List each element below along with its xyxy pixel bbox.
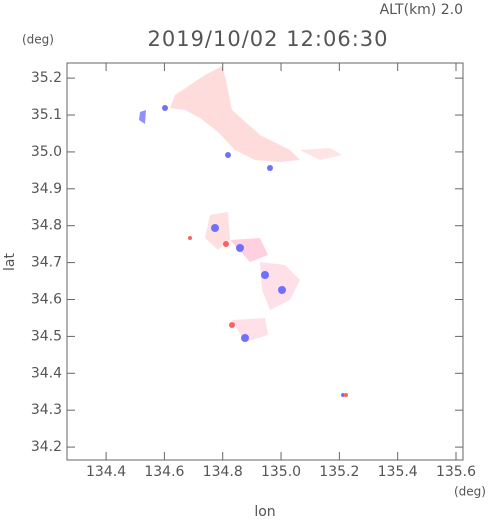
y-tick-label: 34.9 [31,181,62,197]
y-tick-label: 34.3 [31,402,62,418]
y-tick-label: 34.7 [31,255,62,271]
chart-title: 2019/10/02 12:06:30 [147,27,388,51]
y-unit: (deg) [22,33,54,47]
y-tick-label: 34.8 [31,218,62,234]
y-tick-label: 34.6 [31,292,62,308]
plot-frame [66,62,464,461]
altitude-label: ALT(km) 2.0 [380,2,463,18]
echo-dot [229,322,235,328]
echo-area [139,110,146,124]
echo-dot [223,241,229,247]
echo-area [230,238,268,262]
echo-dot [261,271,269,279]
x-tick-label: 134.6 [144,464,184,480]
echo-dot [211,224,219,232]
x-axis-label: lon [254,504,275,520]
y-tick-label: 35.2 [31,70,62,86]
x-tick-label: 134.8 [203,464,243,480]
echo-area [232,318,268,342]
y-axis-label: lat [2,253,18,271]
y-tick-label: 34.5 [31,328,62,344]
echo-dot [236,244,244,252]
y-tick-label: 35.1 [31,107,62,123]
echo-dot [241,334,249,342]
echo-dot [267,165,273,171]
echo-dot [162,105,168,111]
echo-area [300,148,342,160]
echo-dot [278,286,286,294]
echo-area [170,66,300,162]
y-tick-label: 34.2 [31,439,62,455]
y-tick-label: 35.0 [31,144,62,160]
echo-dot [225,152,231,158]
y-tick-label: 34.4 [31,365,62,381]
echo-dot [344,393,348,397]
x-tick-label: 135.6 [436,464,476,480]
echo-dot [188,236,192,240]
x-tick-label: 135.2 [319,464,359,480]
echo-field [139,66,348,397]
x-tick-label: 134.4 [86,464,126,480]
x-tick-label: 135.4 [378,464,418,480]
echo-dot [341,393,345,397]
x-unit: (deg) [454,485,486,499]
echo-area [260,262,300,310]
x-tick-label: 135.0 [261,464,301,480]
